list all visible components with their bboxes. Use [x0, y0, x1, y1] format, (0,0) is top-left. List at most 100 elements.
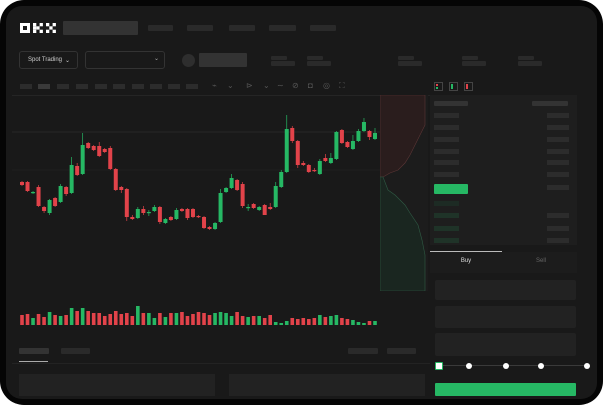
tab-open-orders[interactable]	[19, 348, 49, 354]
nav-item[interactable]	[148, 25, 173, 31]
candle	[42, 206, 47, 213]
candle-body	[218, 193, 223, 222]
orderbook-row-bar	[547, 160, 569, 165]
indicator-icon[interactable]: ⌁	[212, 81, 217, 90]
candle-body	[53, 198, 58, 206]
candle	[47, 199, 52, 215]
candle	[367, 130, 372, 140]
camera-icon[interactable]: ◘	[308, 81, 313, 90]
orderbook-view-toggles[interactable]	[434, 82, 476, 91]
candle	[25, 181, 30, 192]
active-tab-underline	[19, 361, 48, 362]
candle	[53, 197, 58, 207]
candle	[268, 203, 273, 210]
candle	[146, 210, 151, 216]
tab-buy[interactable]: Buy	[460, 258, 472, 264]
tab-order-history[interactable]	[61, 348, 90, 354]
orderbook-row-bar	[547, 137, 569, 142]
candle	[69, 157, 74, 194]
draw-tool-icon[interactable]: ⊳	[246, 81, 253, 90]
volume-bar	[113, 311, 118, 325]
coin-icon	[182, 54, 195, 67]
candle	[290, 126, 295, 143]
pair-select[interactable]: ⌄	[85, 51, 165, 69]
orderbook-row-bar	[434, 149, 459, 154]
slider-handle[interactable]	[435, 362, 443, 370]
candle-body	[97, 146, 102, 156]
candle-body	[47, 200, 52, 213]
volume-bar	[246, 317, 250, 325]
nav-item[interactable]	[269, 25, 296, 31]
chevron-down-icon[interactable]: ⌄	[263, 81, 270, 90]
candle	[97, 142, 102, 157]
candle-body	[185, 209, 190, 218]
candle	[108, 146, 113, 170]
depth-asks	[380, 95, 426, 178]
volume-bar	[334, 315, 339, 325]
volume-bar	[69, 308, 74, 325]
orderbook-row-bar	[547, 226, 569, 231]
candle	[224, 187, 229, 193]
candle	[135, 207, 140, 219]
buy-submit-button[interactable]	[435, 383, 576, 396]
total-input[interactable]	[435, 333, 576, 356]
candle	[152, 205, 157, 212]
volume-bar	[169, 313, 173, 325]
candlestick-chart[interactable]	[0, 0, 430, 340]
candle-body	[257, 207, 262, 210]
candle	[350, 135, 355, 150]
volume-bar	[273, 322, 278, 325]
candle-body	[58, 186, 63, 202]
candle-body	[196, 216, 201, 218]
orderbook-row-bar	[547, 149, 569, 154]
orderbook-row-bar	[434, 226, 459, 231]
volume-bar	[91, 313, 96, 325]
candle-body	[130, 217, 135, 219]
volume-bar	[124, 313, 129, 325]
candle	[257, 206, 262, 211]
fullscreen-icon[interactable]: ⛶	[339, 81, 345, 90]
candle	[339, 129, 344, 144]
ruler-icon[interactable]: ⊘	[292, 81, 299, 90]
volume-bar	[295, 319, 300, 325]
line-icon[interactable]: ∼	[277, 81, 284, 90]
tab-sell[interactable]: Sell	[535, 258, 546, 264]
candle	[328, 153, 333, 164]
price-input[interactable]	[435, 280, 576, 300]
candle-body	[157, 207, 162, 222]
candle-body	[91, 146, 96, 150]
candle	[345, 141, 350, 148]
volume-bar	[147, 313, 151, 325]
market-type-label: Spot Trading	[28, 57, 63, 63]
candle-body	[284, 129, 289, 172]
volume-bar	[174, 313, 179, 325]
filter-button[interactable]	[387, 348, 416, 354]
pair-price	[199, 53, 247, 67]
nav-item[interactable]	[229, 25, 255, 31]
candle	[317, 159, 322, 175]
candle-body	[168, 217, 173, 220]
candle-body	[361, 122, 366, 131]
chevron-down-icon[interactable]: ⌄	[227, 81, 234, 90]
candle-body	[207, 227, 212, 229]
nav-item[interactable]	[187, 25, 213, 31]
candle-body	[301, 163, 306, 165]
candle	[218, 189, 223, 223]
settings-icon[interactable]: ◎	[323, 81, 330, 90]
orderbook-row-bar	[547, 113, 569, 118]
search-input[interactable]	[63, 21, 138, 35]
nav-item[interactable]	[310, 25, 336, 31]
candle-body	[306, 165, 311, 172]
filter-button[interactable]	[348, 348, 378, 354]
candle	[91, 145, 96, 151]
candle	[213, 222, 218, 230]
candle-body	[86, 143, 91, 148]
candle	[301, 161, 306, 166]
candle-body	[31, 192, 36, 194]
orderbook-row-bar	[547, 213, 569, 218]
volume-bar	[141, 313, 146, 325]
volume-bar	[229, 316, 234, 325]
market-type-select[interactable]: Spot Trading ⌄	[19, 51, 78, 69]
volume-bar	[47, 312, 52, 325]
amount-input[interactable]	[435, 306, 576, 328]
